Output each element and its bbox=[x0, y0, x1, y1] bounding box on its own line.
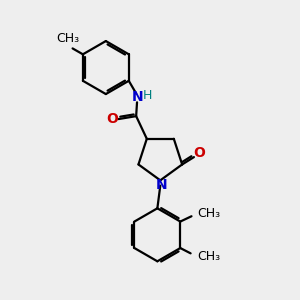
Text: CH₃: CH₃ bbox=[197, 207, 220, 220]
Text: CH₃: CH₃ bbox=[57, 32, 80, 45]
Text: N: N bbox=[156, 178, 167, 192]
Text: CH₃: CH₃ bbox=[197, 250, 220, 263]
Text: O: O bbox=[106, 112, 118, 126]
Text: H: H bbox=[142, 89, 152, 102]
Text: N: N bbox=[132, 90, 143, 104]
Text: O: O bbox=[193, 146, 205, 160]
